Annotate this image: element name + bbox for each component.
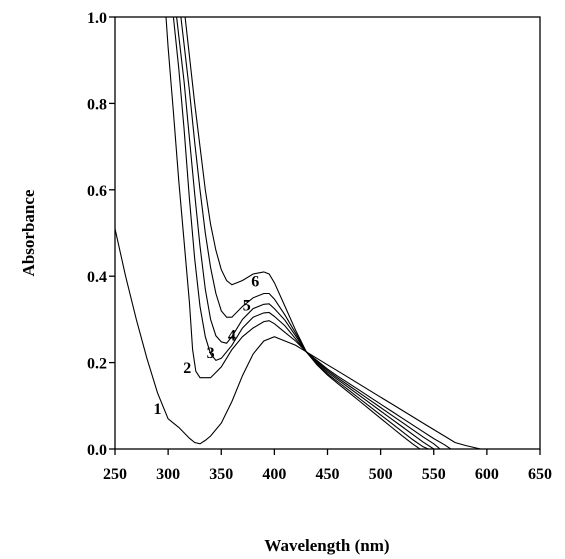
x-tick-label: 250 <box>103 466 127 483</box>
y-axis-title: Absorbance <box>19 189 38 276</box>
series-5-line <box>180 17 429 449</box>
x-tick-label: 500 <box>369 466 393 483</box>
x-tick-label: 300 <box>156 466 180 483</box>
series-1-line <box>115 228 481 449</box>
x-tick-label: 450 <box>316 466 340 483</box>
y-tick-label: 0.2 <box>87 356 107 373</box>
y-tick-label: 0.6 <box>87 183 107 200</box>
series-4-line <box>176 17 435 449</box>
curves <box>115 17 481 449</box>
curve-label-5: 5 <box>243 297 251 314</box>
x-tick-label: 350 <box>209 466 233 483</box>
x-tick-label: 550 <box>422 466 446 483</box>
curve-label-1: 1 <box>154 401 162 418</box>
series-6-line <box>184 17 421 449</box>
curve-label-4: 4 <box>228 328 236 345</box>
series-3-line <box>172 17 441 449</box>
y-tick-label: 0.0 <box>87 442 107 459</box>
tick-labels: 250 300 350 400 450 500 550 600 650 0.0 0.2 0.4 0.6 0… <box>87 10 552 483</box>
curve-label-2: 2 <box>183 360 191 377</box>
x-tick-label: 650 <box>528 466 552 483</box>
y-tick-label: 0.4 <box>87 269 107 286</box>
series-2-line <box>165 17 452 449</box>
x-tick-label: 600 <box>475 466 499 483</box>
curve-label-3: 3 <box>207 345 215 362</box>
ticks <box>109 16 541 455</box>
x-axis-title: Wavelength (nm) <box>264 536 389 555</box>
y-tick-label: 0.8 <box>87 96 107 113</box>
y-tick-label: 1.0 <box>87 10 107 27</box>
curve-label-6: 6 <box>251 274 259 291</box>
x-tick-label: 400 <box>262 466 286 483</box>
plot-frame <box>114 16 541 450</box>
